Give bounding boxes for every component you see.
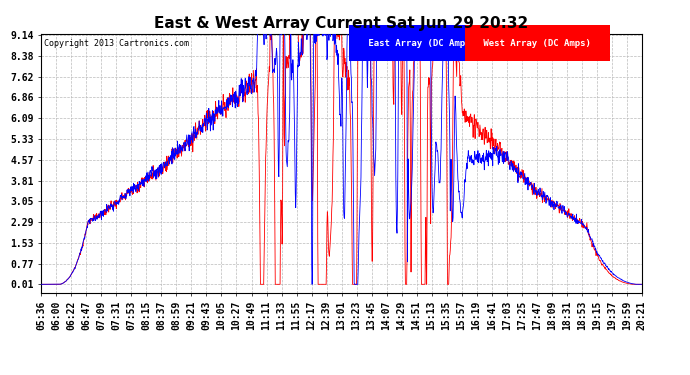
Text: West Array (DC Amps): West Array (DC Amps): [478, 39, 597, 48]
Text: Copyright 2013 Cartronics.com: Copyright 2013 Cartronics.com: [44, 39, 189, 48]
Title: East & West Array Current Sat Jun 29 20:32: East & West Array Current Sat Jun 29 20:…: [155, 16, 529, 31]
Text: East Array (DC Amps): East Array (DC Amps): [362, 39, 481, 48]
